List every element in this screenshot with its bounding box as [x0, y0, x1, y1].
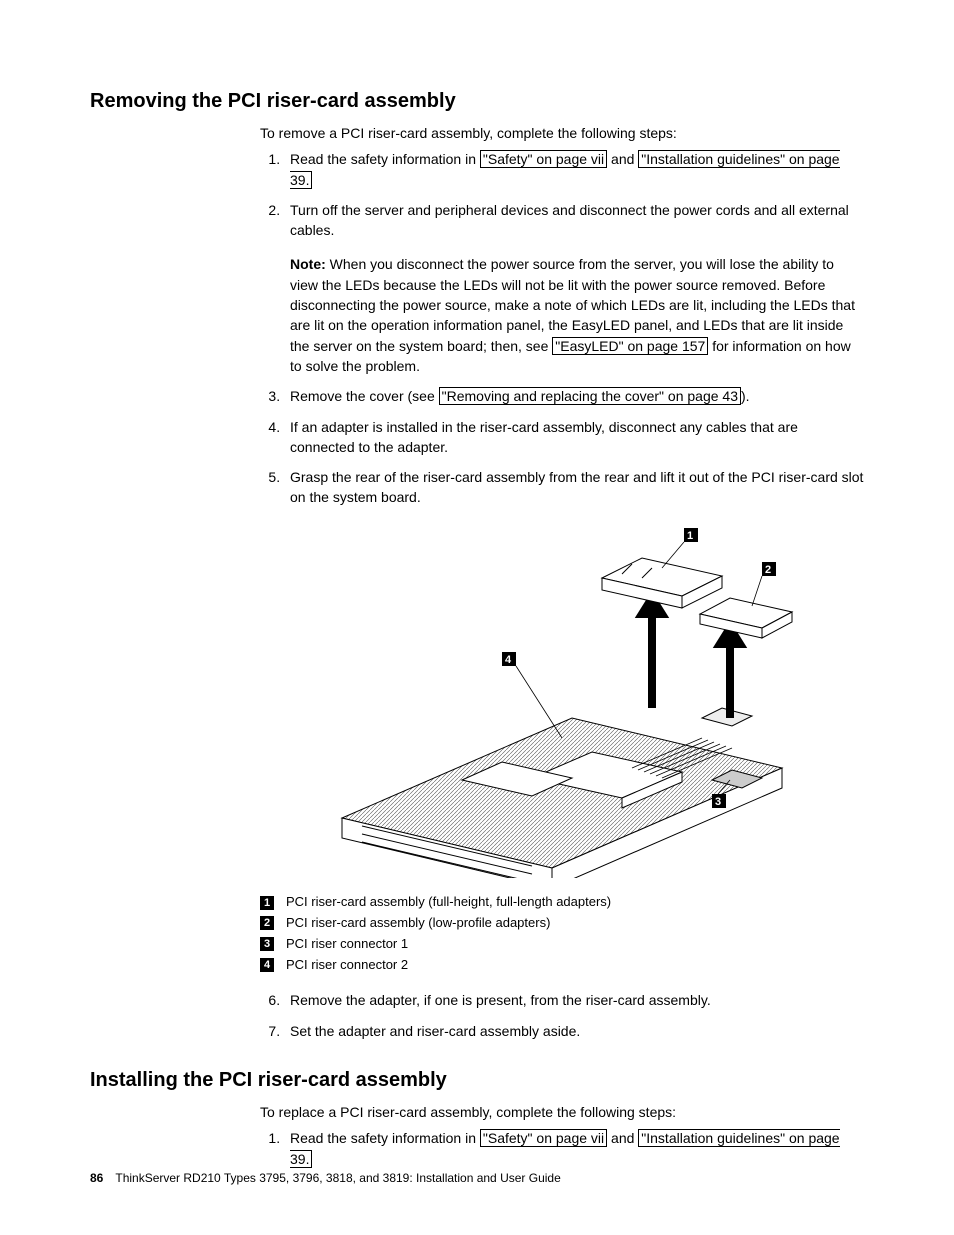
diagram-svg: 1 2 3 4: [322, 518, 802, 878]
step3-text-a: Remove the cover (see: [290, 388, 439, 404]
callout-1: 1: [260, 896, 274, 910]
install-step1-b: and: [607, 1130, 638, 1146]
callout-4: 4: [260, 958, 274, 972]
xref-safety[interactable]: "Safety" on page vii: [480, 150, 607, 168]
diagram-riser-assembly: 1 2 3 4: [260, 518, 864, 883]
page-footer: 86 ThinkServer RD210 Types 3795, 3796, 38…: [90, 1171, 561, 1185]
legend-text-1: PCI riser-card assembly (full-height, fu…: [286, 894, 611, 909]
xref-cover[interactable]: "Removing and replacing the cover" on pa…: [439, 387, 741, 405]
xref-safety-2[interactable]: "Safety" on page vii: [480, 1129, 607, 1147]
heading-installing: Installing the PCI riser-card assembly: [90, 1069, 864, 1092]
step-1: Read the safety information in "Safety" …: [284, 149, 864, 190]
install-step-1: Read the safety information in "Safety" …: [284, 1128, 864, 1169]
step1-text-a: Read the safety information in: [290, 151, 480, 167]
steps-removing: Read the safety information in "Safety" …: [284, 149, 864, 507]
legend-row-4: 4 PCI riser connector 2: [260, 956, 864, 975]
svg-text:3: 3: [715, 796, 721, 808]
xref-easyled[interactable]: "EasyLED" on page 157: [552, 337, 708, 355]
intro-installing: To replace a PCI riser-card assembly, co…: [260, 1102, 864, 1122]
install-step1-a: Read the safety information in: [290, 1130, 480, 1146]
svg-text:4: 4: [505, 654, 512, 666]
step-4: If an adapter is installed in the riser-…: [284, 417, 864, 458]
step-5: Grasp the rear of the riser-card assembl…: [284, 467, 864, 508]
step-2: Turn off the server and peripheral devic…: [284, 200, 864, 376]
section-removing: Removing the PCI riser-card assembly To …: [90, 90, 864, 1041]
legend-text-4: PCI riser connector 2: [286, 957, 408, 972]
callout-3: 3: [260, 937, 274, 951]
legend-row-2: 2 PCI riser-card assembly (low-profile ad…: [260, 914, 864, 933]
step-3: Remove the cover (see "Removing and repl…: [284, 386, 864, 406]
legend-row-1: 1 PCI riser-card assembly (full-height, f…: [260, 893, 864, 912]
legend-text-2: PCI riser-card assembly (low-profile ada…: [286, 915, 550, 930]
callout-2: 2: [260, 916, 274, 930]
step2-text: Turn off the server and peripheral devic…: [290, 202, 849, 238]
step-6: Remove the adapter, if one is present, f…: [284, 990, 864, 1010]
legend-text-3: PCI riser connector 1: [286, 936, 408, 951]
content-installing: To replace a PCI riser-card assembly, co…: [260, 1102, 864, 1169]
step1-text-b: and: [607, 151, 638, 167]
intro-removing: To remove a PCI riser-card assembly, com…: [260, 123, 864, 143]
note-block: Note: When you disconnect the power sour…: [290, 254, 864, 376]
step-7: Set the adapter and riser-card assembly …: [284, 1021, 864, 1041]
svg-text:2: 2: [765, 564, 771, 576]
note-label: Note:: [290, 256, 326, 272]
steps-removing-cont: Remove the adapter, if one is present, f…: [284, 990, 864, 1041]
page-number: 86: [90, 1171, 103, 1185]
diagram-legend: 1 PCI riser-card assembly (full-height, f…: [260, 893, 864, 974]
steps-installing: Read the safety information in "Safety" …: [284, 1128, 864, 1169]
footer-doc-title: ThinkServer RD210 Types 3795, 3796, 3818…: [115, 1171, 560, 1185]
content-removing: To remove a PCI riser-card assembly, com…: [260, 123, 864, 1041]
heading-removing: Removing the PCI riser-card assembly: [90, 90, 864, 113]
step3-text-b: ).: [741, 388, 750, 404]
legend-row-3: 3 PCI riser connector 1: [260, 935, 864, 954]
section-installing: Installing the PCI riser-card assembly T…: [90, 1069, 864, 1169]
svg-text:1: 1: [687, 530, 693, 542]
